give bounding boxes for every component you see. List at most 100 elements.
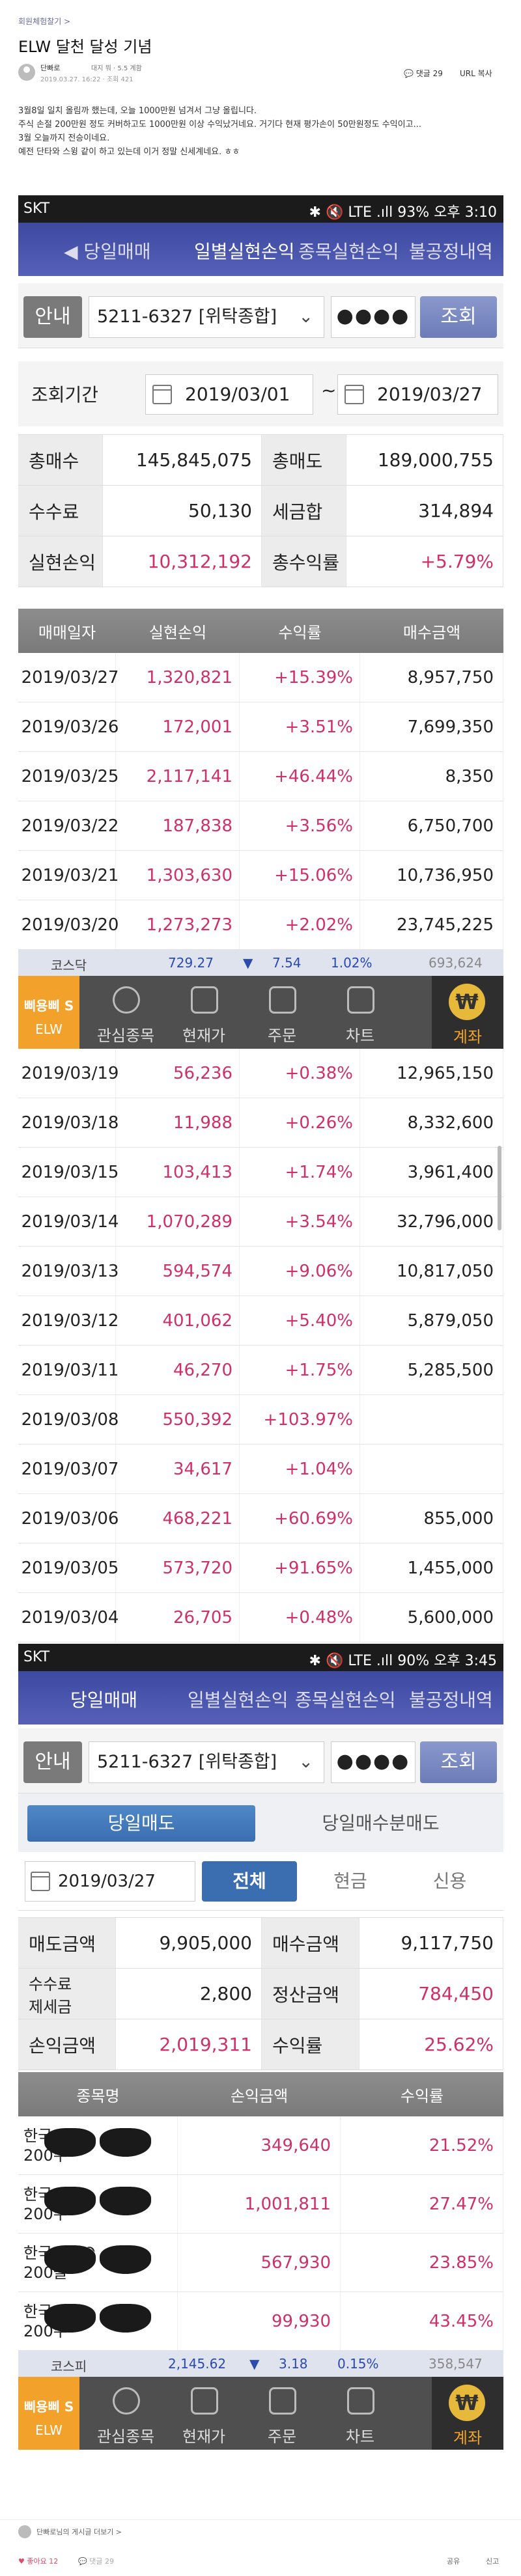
tab-daily-pnl[interactable]: 일별실현손익 [188, 1689, 289, 1711]
filter-cash[interactable]: 현금 [333, 1870, 367, 1892]
date-picker[interactable]: 2019/03/27 [25, 1861, 195, 1902]
nav-chart[interactable]: 차트 [324, 2377, 396, 2450]
table-row[interactable]: 2019/03/13 594,574 +9.06% 10,817,050 [18, 1247, 503, 1296]
tab-stock-pnl[interactable]: 종목실현손익 [295, 1689, 396, 1711]
nav-order[interactable]: 주문 [246, 2377, 318, 2450]
avatar[interactable] [18, 64, 35, 81]
price-icon [191, 2387, 218, 2415]
nav-watchlist[interactable]: 관심종목 [90, 2377, 162, 2450]
filter-credit[interactable]: 신용 [432, 1870, 467, 1892]
column-header[interactable]: 수익률 [400, 2086, 444, 2105]
avatar[interactable] [18, 2525, 31, 2538]
nav-account[interactable]: ₩ 계좌 [432, 976, 503, 1049]
table-row[interactable]: 2019/03/25 2,117,141 +46.44% 8,350 [18, 752, 503, 801]
summary-label: 수수료 [18, 486, 103, 536]
buy-amount-cell: 6,750,700 [360, 801, 503, 850]
column-header[interactable]: 종목명 [76, 2086, 120, 2105]
scrollbar[interactable] [498, 1146, 501, 1230]
column-header[interactable]: 수익률 [278, 623, 322, 642]
table-row[interactable]: 2019/03/27 1,320,821 +15.39% 8,957,750 [18, 653, 503, 702]
summary-label: 수익률 [262, 2019, 359, 2070]
author-name[interactable]: 단빠로 [40, 64, 61, 72]
account-select[interactable]: 5211-6327 [위탁종합] ⌄ [89, 296, 324, 338]
buy-amount-cell: 5,879,050 [360, 1296, 503, 1345]
filter-all[interactable]: 전체 [202, 1861, 297, 1902]
table-header: 종목명 손익금액 수익률 [18, 2072, 503, 2116]
table-row[interactable]: 2019/03/21 1,303,630 +15.06% 10,736,950 [18, 851, 503, 900]
home-logo[interactable]: 삐용삐 S ELW [18, 2377, 79, 2450]
date-from[interactable]: 2019/03/01 [145, 374, 313, 415]
report-button[interactable]: 신고 [486, 2557, 500, 2566]
date-cell: 2019/03/20 [18, 900, 119, 949]
nav-chart[interactable]: 차트 [324, 976, 396, 1049]
nav-price[interactable]: 현재가 [168, 2377, 240, 2450]
nav-watchlist[interactable]: 관심종목 [90, 976, 162, 1049]
table-row[interactable]: 2019/03/04 26,705 +0.48% 5,600,000 [18, 1593, 503, 1642]
table-row[interactable]: 2019/03/12 401,062 +5.40% 5,879,050 [18, 1296, 503, 1346]
comment-icon: 💬 [78, 2557, 90, 2566]
table-row[interactable]: 2019/03/19 56,236 +0.38% 12,965,150 [18, 1049, 503, 1098]
password-field[interactable]: ●●●● [331, 1741, 415, 1783]
summary-label: 실현손익 [18, 536, 103, 587]
date-cell: 2019/03/04 [18, 1593, 119, 1642]
table-row[interactable]: 2019/03/22 187,838 +3.56% 6,750,700 [18, 801, 503, 851]
table-row[interactable]: 2019/03/15 103,413 +1.74% 3,961,400 [18, 1148, 503, 1197]
table-row[interactable]: 2019/03/05 573,720 +91.65% 1,455,000 [18, 1544, 503, 1593]
column-header[interactable]: 손익금액 [230, 2086, 289, 2105]
tab-daily-pnl[interactable]: 일별실현손익 [194, 241, 295, 262]
table-row[interactable]: 2019/03/07 34,617 +1.04% [18, 1445, 503, 1494]
tab-today-sell[interactable]: 당일매도 [27, 1805, 255, 1842]
nav-order[interactable]: 주문 [246, 976, 318, 1049]
nav-account[interactable]: ₩ 계좌 [432, 2377, 503, 2450]
password-field[interactable]: ●●●● [331, 296, 415, 338]
table-row[interactable]: 2019/03/26 172,001 +3.51% 7,699,350 [18, 702, 503, 752]
date-to[interactable]: 2019/03/27 [337, 374, 498, 415]
table-row[interactable]: 2019/03/08 550,392 +103.97% [18, 1395, 503, 1445]
calendar-icon [152, 385, 172, 404]
account-select[interactable]: 5211-6327 [위탁종합] ⌄ [89, 1741, 324, 1783]
tab-unfair[interactable]: 불공정내역 [409, 1689, 493, 1711]
tab-stock-pnl[interactable]: 종목실현손익 [298, 241, 399, 262]
table-row[interactable]: 한국 200주 1,001,811 27.47% [18, 2175, 503, 2234]
comment-count-button[interactable]: 💬 댓글 29 [404, 69, 443, 78]
author-more-link[interactable]: 단빠로님의 게시글 더보기 > [36, 2528, 122, 2536]
column-header[interactable]: 매수금액 [402, 623, 461, 642]
guide-button[interactable]: 안내 [23, 296, 82, 338]
guide-button[interactable]: 안내 [23, 1741, 82, 1783]
summary-grid: 매도금액 9,905,000 매수금액 9,117,750 수수료 제세금 2,800 정… [18, 1917, 503, 2070]
table-row[interactable]: 2019/03/20 1,273,273 +2.02% 23,745,225 [18, 900, 503, 950]
summary-value: 25.62% [359, 2019, 503, 2070]
tab-today-buy-sell[interactable]: 당일매수분매도 [322, 1812, 440, 1834]
column-header[interactable]: 매매일자 [38, 623, 96, 642]
board-breadcrumb[interactable]: 회원체험찰기 > [18, 17, 71, 26]
pnl-cell: 56,236 [116, 1049, 240, 1098]
share-button[interactable]: 공유 [447, 2557, 460, 2566]
tab-unfair[interactable]: 불공정내역 [409, 241, 493, 262]
nav-label: 관심종목 [96, 2428, 155, 2446]
date-cell: 2019/03/22 [18, 801, 119, 850]
table-row[interactable]: 2019/03/18 11,988 +0.26% 8,332,600 [18, 1098, 503, 1148]
ticker-pct: 0.15% [337, 2356, 379, 2372]
search-button[interactable]: 조회 [420, 296, 497, 338]
table-row[interactable]: 2019/03/14 1,070,289 +3.54% 32,796,000 [18, 1197, 503, 1247]
table-row[interactable]: 2019/03/11 46,270 +1.75% 5,285,500 [18, 1346, 503, 1395]
table-row[interactable]: 한국 200주 99,930 43.45% [18, 2292, 503, 2351]
nav-price[interactable]: 현재가 [168, 976, 240, 1049]
home-logo[interactable]: 삐용삐 S ELW [18, 976, 79, 1049]
tab-day-trade[interactable]: ◀ 당일매매 [64, 241, 151, 262]
table-row[interactable]: 2019/03/06 468,221 +60.69% 855,000 [18, 1494, 503, 1544]
comment-button[interactable]: 💬 댓글 29 [78, 2557, 114, 2566]
watchlist-icon [113, 986, 140, 1014]
like-button[interactable]: ♥ 좋아요 12 [18, 2557, 59, 2566]
heart-icon: ♥ [18, 2557, 27, 2566]
url-copy-button[interactable]: URL 복사 [460, 69, 492, 78]
column-header[interactable]: 실현손익 [148, 623, 207, 642]
table-row[interactable]: 한국 200주 349,640 21.52% [18, 2116, 503, 2175]
tab-day-trade[interactable]: 당일매매 [70, 1689, 138, 1711]
search-button[interactable]: 조회 [420, 1741, 497, 1783]
buy-amount-cell [360, 1395, 503, 1444]
buy-amount-cell: 10,817,050 [360, 1247, 503, 1295]
date-cell: 2019/03/21 [18, 851, 119, 900]
account-row: 안내 5211-6327 [위탁종합] ⌄ ●●●● 조회 [18, 1728, 503, 1794]
